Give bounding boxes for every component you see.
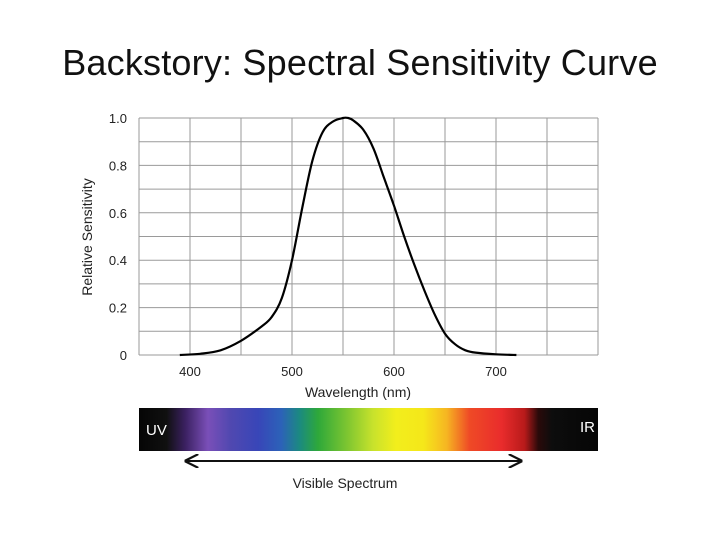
spectrum-bar [139, 408, 598, 451]
y-tick-label: 0.2 [109, 301, 127, 316]
x-axis-ticks: 400 500 600 700 [179, 364, 507, 379]
x-tick-label: 700 [485, 364, 507, 379]
slide-title: Backstory: Spectral Sensitivity Curve [62, 42, 658, 83]
y-tick-label: 0.8 [109, 158, 127, 173]
y-axis-ticks: 0 0.2 0.4 0.6 0.8 1.0 [109, 111, 127, 363]
uv-label: UV [146, 422, 167, 439]
x-axis-label: Wavelength (nm) [305, 384, 411, 400]
sensitivity-curve [179, 116, 517, 357]
x-tick-label: 600 [383, 364, 405, 379]
y-tick-label: 0.6 [109, 206, 127, 221]
x-tick-label: 500 [281, 364, 303, 379]
grid [138, 117, 599, 356]
y-tick-label: 0 [120, 348, 127, 363]
x-tick-label: 400 [179, 364, 201, 379]
visible-spectrum-caption: Visible Spectrum [293, 475, 398, 491]
y-axis-label: Relative Sensitivity [79, 178, 95, 296]
ir-label: IR [580, 419, 595, 436]
y-tick-label: 1.0 [109, 111, 127, 126]
y-tick-label: 0.4 [109, 253, 127, 268]
